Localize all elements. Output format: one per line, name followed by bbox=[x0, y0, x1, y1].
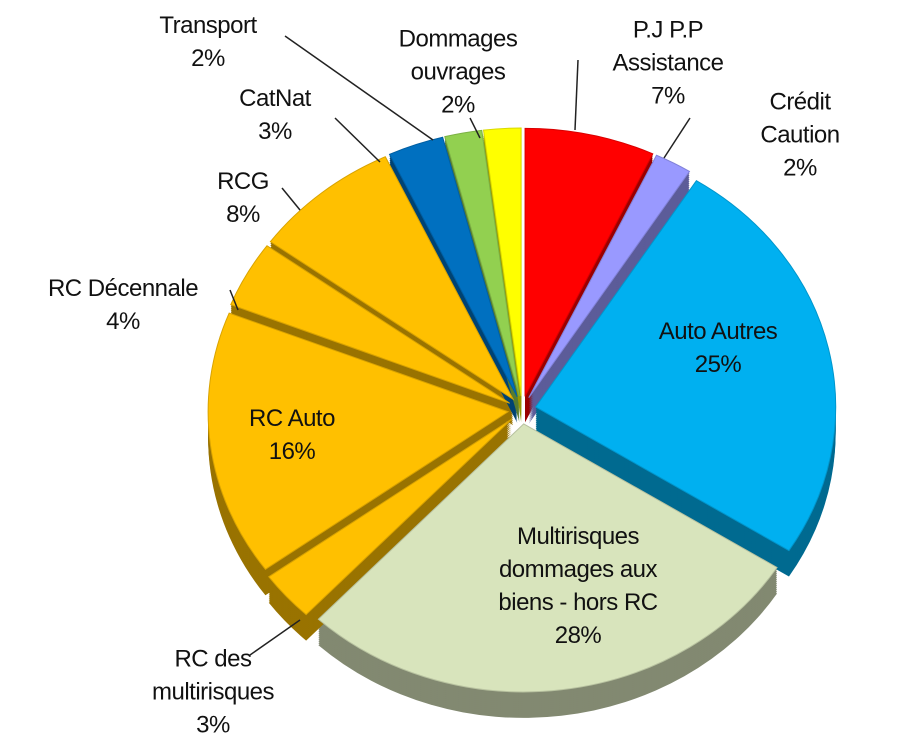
value-label: 2% bbox=[783, 154, 817, 182]
data-label: Auto Autres 25% bbox=[659, 315, 778, 381]
slice bbox=[388, 136, 518, 398]
category-label: P.J P.P Assistance bbox=[612, 16, 724, 77]
slice bbox=[444, 129, 520, 397]
leader-line bbox=[249, 619, 301, 656]
slice bbox=[317, 423, 778, 693]
category-label: RC Décennale bbox=[47, 275, 199, 302]
data-label: Crédit Caution 2% bbox=[746, 86, 854, 185]
leader-line bbox=[574, 59, 579, 131]
leader-line bbox=[469, 117, 481, 139]
category-label: CatNat bbox=[239, 85, 311, 112]
value-label: 7% bbox=[651, 82, 685, 110]
data-label: Transport 2% bbox=[159, 9, 257, 75]
value-label: 28% bbox=[554, 622, 602, 649]
category-label: Crédit Caution bbox=[760, 88, 840, 149]
category-label: Auto Autres bbox=[658, 318, 778, 345]
data-label: RC des multirisques 3% bbox=[151, 643, 275, 742]
value-label: 3% bbox=[258, 118, 292, 145]
category-label: Transport bbox=[159, 12, 257, 39]
slice bbox=[268, 418, 512, 616]
value-label: 16% bbox=[268, 438, 316, 465]
slice bbox=[524, 127, 654, 397]
value-label: 2% bbox=[191, 45, 225, 72]
category-label: RC des multirisques bbox=[151, 645, 275, 706]
category-label: RC Auto bbox=[249, 405, 335, 432]
slice bbox=[230, 245, 511, 404]
slice bbox=[269, 156, 515, 401]
data-label: RCG 8% bbox=[217, 165, 269, 231]
leader-line bbox=[229, 289, 239, 311]
slice bbox=[207, 312, 510, 570]
data-label: Multirisques dommages aux biens - hors R… bbox=[498, 520, 658, 652]
leader-line bbox=[334, 117, 381, 163]
data-label: Dommages ouvrages 2% bbox=[399, 23, 518, 122]
data-label: RC Auto 16% bbox=[249, 402, 335, 468]
slice bbox=[482, 127, 522, 397]
pie-tops bbox=[207, 127, 837, 693]
category-label: Dommages ouvrages bbox=[398, 25, 518, 86]
slice bbox=[534, 180, 837, 552]
value-label: 25% bbox=[694, 351, 742, 378]
category-label: Multirisques dommages aux biens - hors R… bbox=[498, 523, 658, 616]
leader-line bbox=[281, 187, 301, 211]
data-label: P.J P.P Assistance 7% bbox=[612, 14, 724, 113]
value-label: 4% bbox=[106, 308, 140, 335]
value-label: 2% bbox=[441, 91, 475, 119]
leader-line bbox=[284, 35, 434, 141]
leader-line bbox=[663, 117, 691, 159]
category-label: RCG bbox=[217, 168, 269, 195]
slice bbox=[528, 154, 691, 399]
value-label: 8% bbox=[226, 201, 260, 228]
value-label: 3% bbox=[196, 711, 230, 739]
data-label: CatNat 3% bbox=[239, 82, 311, 148]
data-label: RC Décennale 4% bbox=[47, 272, 199, 338]
